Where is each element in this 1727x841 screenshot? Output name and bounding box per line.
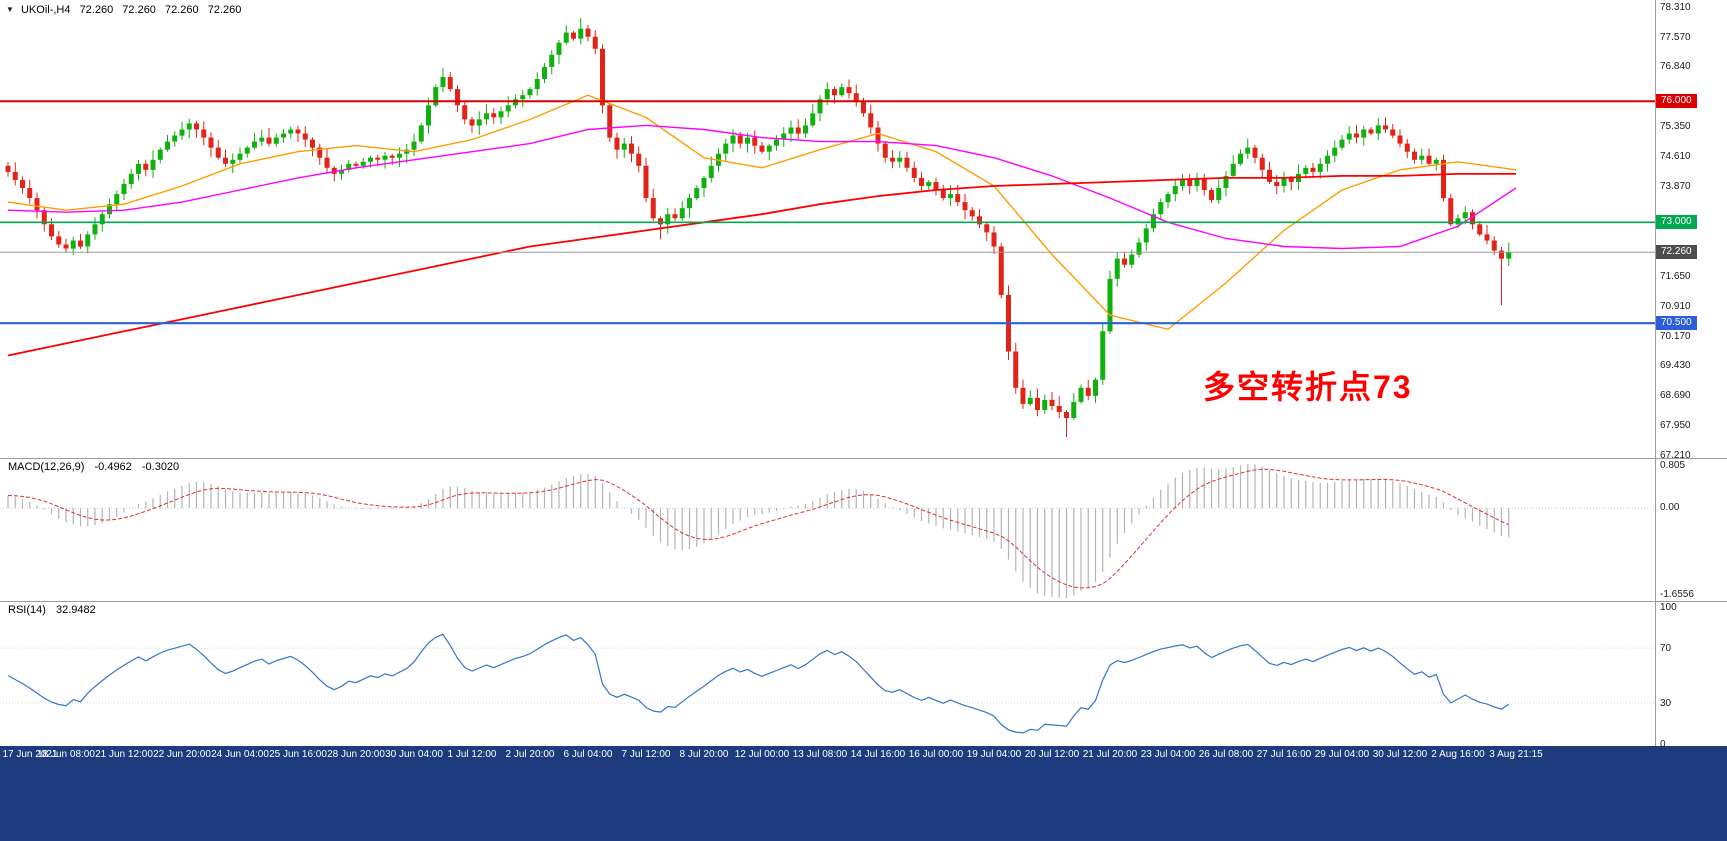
time-tick-label: 27 Jul 16:00 (1256, 749, 1312, 760)
ohlc-low-value: 72.260 (165, 4, 199, 16)
time-tick-label: 21 Jul 20:00 (1082, 749, 1138, 760)
time-tick-label: 7 Jul 12:00 (621, 749, 671, 760)
price-tick-label: 68.690 (1660, 390, 1691, 401)
time-tick-label: 24 Jun 04:00 (211, 749, 269, 760)
time-tick-label: 19 Jul 04:00 (966, 749, 1022, 760)
time-tick-label: 20 Jul 12:00 (1024, 749, 1080, 760)
time-tick-label: 2 Aug 16:00 (1431, 749, 1485, 760)
macd-name: MACD(12,26,9) (8, 461, 85, 473)
price-tick-label: 76.840 (1660, 61, 1691, 72)
price-tick-label: 71.650 (1660, 271, 1691, 282)
rsi-tick-label: 70 (1660, 643, 1672, 654)
time-tick-label: 1 Jul 12:00 (447, 749, 497, 760)
price-tick-label: 78.310 (1660, 2, 1691, 13)
time-tick-label: 17 Jun 2021 (2, 749, 58, 760)
current-price-tag: 72.260 (1656, 245, 1697, 260)
resistance-price-tag: 76.000 (1656, 94, 1697, 109)
macd-indicator-label: MACD(12,26,9) -0.4962 -0.3020 (8, 461, 186, 473)
time-tick-label: 3 Aug 21:15 (1489, 749, 1543, 760)
macd-value: -0.4962 (94, 461, 132, 473)
price-tick-label: 69.430 (1660, 360, 1691, 371)
symbol-timeframe-label: UKOil-,H4 (20, 4, 71, 16)
macd-signal-value: -0.3020 (141, 461, 180, 473)
time-tick-label: 29 Jul 04:00 (1314, 749, 1370, 760)
time-tick-label: 18 Jun 08:00 (37, 749, 95, 760)
price-tick-label: 67.210 (1660, 450, 1691, 461)
ohlc-close-value: 72.260 (207, 4, 242, 16)
price-tick-label: 73.870 (1660, 181, 1691, 192)
time-tick-label: 30 Jun 04:00 (385, 749, 443, 760)
time-tick-label: 25 Jun 16:00 (269, 749, 327, 760)
time-tick-label: 23 Jul 04:00 (1140, 749, 1196, 760)
ohlc-high-value: 72.260 (122, 4, 156, 16)
ohlc-dropdown-icon[interactable]: ▼ (6, 5, 14, 14)
rsi-name: RSI(14) (8, 604, 46, 616)
support-price-tag: 70.500 (1656, 316, 1697, 331)
pivot-price-tag: 73.000 (1656, 215, 1697, 230)
rsi-tick-label: 0 (1660, 739, 1666, 750)
time-tick-label: 16 Jul 00:00 (908, 749, 964, 760)
time-tick-label: 26 Jul 08:00 (1198, 749, 1254, 760)
price-tick-label: 77.570 (1660, 32, 1691, 43)
price-tick-label: 74.610 (1660, 151, 1691, 162)
time-tick-label: 21 Jun 12:00 (95, 749, 153, 760)
time-tick-label: 14 Jul 16:00 (850, 749, 906, 760)
rsi-tick-label: 100 (1660, 602, 1677, 613)
rsi-value: 32.9482 (55, 604, 96, 616)
price-tick-label: 70.170 (1660, 331, 1691, 342)
time-tick-label: 12 Jul 00:00 (734, 749, 790, 760)
rsi-tick-label: 30 (1660, 698, 1672, 709)
time-tick-label: 30 Jul 12:00 (1372, 749, 1428, 760)
price-tick-label: 67.950 (1660, 420, 1691, 431)
time-tick-label: 22 Jun 20:00 (153, 749, 211, 760)
price-tick-label: 75.350 (1660, 121, 1691, 132)
time-tick-label: 8 Jul 20:00 (679, 749, 729, 760)
time-tick-label: 28 Jun 20:00 (327, 749, 385, 760)
time-tick-label: 6 Jul 04:00 (563, 749, 613, 760)
time-tick-label: 2 Jul 20:00 (505, 749, 555, 760)
macd-tick-label: 0.805 (1660, 460, 1686, 471)
symbol-ohlc-display: ▼ UKOil-,H4 72.260 72.260 72.260 72.260 (6, 4, 247, 16)
rsi-indicator-label: RSI(14) 32.9482 (8, 604, 103, 616)
price-tick-label: 70.910 (1660, 301, 1691, 312)
annotation-text[interactable]: 多空转折点73 (1203, 369, 1413, 405)
time-tick-label: 13 Jul 08:00 (792, 749, 848, 760)
time-axis[interactable]: 17 Jun 2021 18 Jun 08:00 21 Jun 12:00 22 Ju… (0, 746, 1727, 841)
ohlc-open-value: 72.260 (79, 4, 114, 16)
macd-tick-label: -1.6556 (1660, 589, 1694, 600)
macd-tick-label: 0.00 (1660, 502, 1680, 513)
